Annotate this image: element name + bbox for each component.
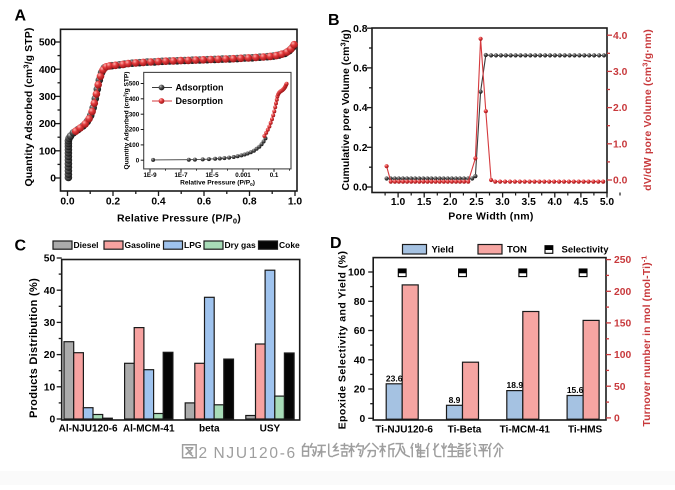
- svg-text:0.0: 0.0: [613, 176, 628, 187]
- svg-text:USY: USY: [260, 424, 281, 435]
- svg-text:100: 100: [348, 268, 365, 279]
- svg-text:150: 150: [614, 319, 631, 330]
- svg-text:0: 0: [614, 414, 620, 425]
- svg-text:20: 20: [354, 385, 366, 396]
- svg-text:Products Distribution (%): Products Distribution (%): [28, 278, 40, 418]
- svg-text:Selectivity: Selectivity: [562, 245, 610, 256]
- svg-text:10: 10: [44, 382, 56, 393]
- svg-text:0.0: 0.0: [353, 183, 368, 194]
- svg-text:40: 40: [44, 286, 56, 297]
- svg-text:0.1: 0.1: [270, 172, 279, 179]
- svg-text:Coke: Coke: [279, 240, 300, 250]
- svg-text:Gasoline: Gasoline: [125, 240, 161, 250]
- svg-text:0: 0: [359, 414, 365, 425]
- svg-text:TON: TON: [507, 245, 527, 256]
- svg-text:23.6: 23.6: [386, 373, 403, 383]
- svg-text:1E-7: 1E-7: [174, 172, 188, 179]
- svg-text:A: A: [15, 8, 27, 25]
- svg-text:2.0: 2.0: [613, 103, 628, 114]
- svg-text:0.4: 0.4: [151, 196, 166, 207]
- svg-text:18.9: 18.9: [507, 380, 524, 390]
- svg-text:Epoxide Selectivity and Yield: Epoxide Selectivity and Yield (%): [337, 251, 349, 430]
- svg-text:B: B: [328, 12, 340, 29]
- svg-text:Dry gas: Dry gas: [225, 240, 256, 250]
- svg-text:0.8: 0.8: [353, 24, 368, 35]
- svg-text:2: 2: [199, 445, 208, 462]
- svg-text:1.0: 1.0: [288, 196, 303, 207]
- svg-text:100: 100: [129, 142, 140, 149]
- svg-text:0.2: 0.2: [353, 143, 368, 154]
- svg-text:1.0: 1.0: [613, 139, 628, 150]
- svg-text:8.9: 8.9: [449, 395, 461, 405]
- svg-text:4.0: 4.0: [548, 197, 563, 208]
- svg-text:1.0: 1.0: [391, 197, 406, 208]
- svg-text:0: 0: [49, 415, 55, 426]
- svg-text:Relative Pressure (P/P0): Relative Pressure (P/P0): [117, 213, 241, 226]
- svg-text:Al-MCM-41: Al-MCM-41: [123, 424, 175, 435]
- svg-text:250: 250: [614, 255, 631, 266]
- svg-text:500: 500: [129, 81, 140, 88]
- svg-text:Adsorption: Adsorption: [176, 83, 224, 93]
- svg-text:D: D: [330, 235, 342, 252]
- svg-text:30: 30: [44, 318, 56, 329]
- svg-text:Yield: Yield: [432, 245, 455, 256]
- svg-text:Turnover number in mol (mol-Ti: Turnover number in mol (mol-Ti)-1: [640, 255, 654, 426]
- svg-text:400: 400: [129, 96, 140, 103]
- svg-text:0.001: 0.001: [235, 172, 251, 179]
- svg-text:3.0: 3.0: [613, 67, 628, 78]
- svg-text:50: 50: [44, 254, 56, 265]
- svg-text:Desorption: Desorption: [176, 96, 224, 106]
- svg-text:C: C: [15, 238, 27, 255]
- svg-text:NJU120-6: NJU120-6: [214, 445, 297, 462]
- svg-text:40: 40: [354, 355, 366, 366]
- svg-text:200: 200: [614, 287, 631, 298]
- svg-text:0: 0: [136, 157, 140, 164]
- svg-text:80: 80: [354, 297, 366, 308]
- svg-text:0.2: 0.2: [106, 196, 121, 207]
- svg-text:60: 60: [354, 326, 366, 337]
- svg-text:LPG: LPG: [184, 240, 202, 250]
- svg-text:5.0: 5.0: [600, 197, 615, 208]
- svg-text:Pore Width (nm): Pore Width (nm): [448, 211, 533, 223]
- svg-text:Al-NJU120-6: Al-NJU120-6: [59, 424, 118, 435]
- svg-text:Ti-HMS: Ti-HMS: [568, 425, 603, 436]
- svg-text:1.5: 1.5: [417, 197, 432, 208]
- svg-text:2.0: 2.0: [443, 197, 458, 208]
- svg-text:200: 200: [39, 119, 56, 130]
- svg-text:0.4: 0.4: [353, 103, 368, 114]
- svg-text:0.8: 0.8: [242, 196, 257, 207]
- svg-text:beta: beta: [199, 424, 220, 435]
- svg-text:Diesel: Diesel: [74, 240, 99, 250]
- svg-text:Quantity Adsorbed (cm3/g STP): Quantity Adsorbed (cm3/g STP): [123, 72, 131, 170]
- svg-text:Ti-Beta: Ti-Beta: [448, 425, 482, 436]
- svg-text:4.5: 4.5: [574, 197, 589, 208]
- svg-text:50: 50: [614, 382, 626, 393]
- svg-text:1E-5: 1E-5: [205, 172, 219, 179]
- svg-text:Ti-NJU120-6: Ti-NJU120-6: [375, 425, 433, 436]
- svg-text:Ti-MCM-41: Ti-MCM-41: [500, 425, 551, 436]
- svg-text:20: 20: [44, 350, 56, 361]
- svg-text:0.6: 0.6: [197, 196, 212, 207]
- svg-text:3.5: 3.5: [522, 197, 537, 208]
- svg-text:2.5: 2.5: [469, 197, 484, 208]
- svg-text:200: 200: [129, 127, 140, 134]
- svg-text:3.0: 3.0: [495, 197, 510, 208]
- svg-text:4.0: 4.0: [613, 31, 628, 42]
- svg-text:100: 100: [39, 146, 56, 157]
- svg-text:Quantity Adsorbed (cm3/g STP): Quantity Adsorbed (cm3/g STP): [22, 28, 36, 187]
- svg-text:dV/dW pore Volume (cm3/g·nm): dV/dW pore Volume (cm3/g·nm): [641, 29, 655, 191]
- svg-text:100: 100: [614, 350, 631, 361]
- svg-text:500: 500: [39, 38, 56, 49]
- svg-text:Relative Pressure (P/P0): Relative Pressure (P/P0): [180, 180, 255, 187]
- svg-text:300: 300: [39, 92, 56, 103]
- svg-text:0.0: 0.0: [60, 196, 75, 207]
- svg-text:Cumulative pore Volume (cm3/g): Cumulative pore Volume (cm3/g): [339, 30, 353, 191]
- svg-text:0.6: 0.6: [353, 64, 368, 75]
- svg-text:0: 0: [50, 174, 56, 185]
- svg-text:1E-9: 1E-9: [143, 172, 157, 179]
- svg-text:15.6: 15.6: [567, 385, 584, 395]
- svg-text:400: 400: [39, 65, 56, 76]
- svg-text:300: 300: [129, 111, 140, 118]
